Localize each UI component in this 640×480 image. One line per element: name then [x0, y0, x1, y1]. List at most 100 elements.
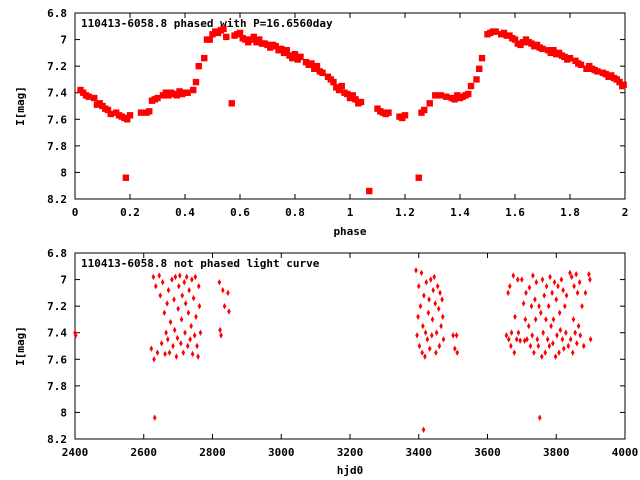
data-point — [154, 94, 161, 102]
data-point — [566, 54, 574, 62]
data-point — [423, 329, 428, 336]
data-point — [531, 272, 535, 279]
data-point — [227, 308, 231, 315]
y-tick-label: 7 — [60, 274, 67, 287]
data-point — [349, 92, 356, 99]
data-point — [250, 33, 257, 41]
data-point — [516, 329, 521, 336]
data-point — [587, 271, 591, 278]
data-point — [554, 296, 559, 303]
data-point — [533, 296, 537, 303]
data-point — [236, 29, 244, 37]
data-point — [441, 336, 446, 343]
data-point — [421, 426, 426, 433]
data-point — [219, 332, 223, 339]
data-point — [193, 273, 198, 281]
data-point — [180, 292, 185, 299]
data-point — [507, 336, 511, 343]
data-point — [107, 110, 114, 118]
data-point — [511, 36, 519, 43]
data-point — [540, 276, 545, 283]
data-point — [330, 78, 337, 86]
data-point — [524, 289, 528, 297]
data-point — [455, 349, 460, 356]
data-point — [478, 54, 486, 62]
data-point — [454, 332, 459, 339]
data-point — [509, 329, 514, 336]
data-point — [421, 106, 428, 114]
data-point — [426, 100, 433, 107]
data-point — [508, 283, 512, 290]
data-point — [174, 353, 179, 360]
data-point — [184, 89, 191, 96]
data-point — [335, 86, 343, 94]
data-point — [401, 112, 409, 119]
data-point — [534, 279, 539, 286]
x-tick-label: 1.2 — [395, 206, 415, 219]
x-tick-label: 0.8 — [285, 206, 305, 219]
data-point — [195, 342, 199, 350]
y-axis-label: I[mag] — [14, 326, 27, 366]
data-point — [434, 329, 439, 336]
data-point — [550, 47, 557, 54]
data-point — [529, 302, 534, 310]
data-point — [289, 54, 296, 62]
data-point — [153, 283, 158, 290]
data-point — [557, 349, 561, 356]
data-point — [421, 322, 425, 330]
x-tick-label: 0 — [72, 206, 79, 219]
data-point — [416, 313, 420, 320]
data-point — [506, 289, 510, 297]
data-point — [430, 332, 434, 339]
x-tick-label: 2400 — [62, 446, 89, 459]
data-point — [438, 289, 442, 297]
data-point — [185, 342, 190, 350]
x-tick-label: 3800 — [543, 446, 570, 459]
data-point — [152, 356, 156, 363]
x-tick-label: 4000 — [612, 446, 639, 459]
x-tick-label: 1.6 — [505, 206, 525, 219]
data-point — [137, 109, 145, 116]
data-point — [228, 100, 235, 107]
data-point — [558, 326, 563, 334]
data-point — [182, 279, 187, 286]
data-point — [272, 43, 279, 50]
data-point — [173, 273, 178, 281]
data-point — [568, 269, 572, 277]
data-point — [420, 349, 424, 356]
data-point — [222, 302, 227, 310]
data-point — [163, 350, 167, 358]
data-point — [537, 302, 541, 310]
data-point — [576, 322, 581, 330]
data-point — [547, 342, 552, 350]
data-point — [564, 292, 569, 299]
y-tick-label: 7 — [60, 34, 67, 47]
data-point — [157, 272, 162, 279]
data-point — [578, 332, 583, 339]
data-point — [504, 332, 509, 339]
data-point — [385, 109, 392, 116]
y-tick-label: 8 — [60, 166, 67, 179]
data-point — [417, 342, 422, 350]
data-point — [179, 316, 184, 323]
data-point — [436, 305, 441, 312]
data-point — [548, 273, 552, 281]
data-point — [313, 62, 321, 70]
data-point — [451, 332, 455, 339]
x-axis-label: hjd0 — [337, 464, 364, 477]
y-tick-label: 7.8 — [47, 140, 67, 153]
data-point — [424, 279, 429, 286]
data-point — [338, 82, 345, 90]
x-tick-label: 1.4 — [450, 206, 470, 219]
data-point — [190, 276, 194, 283]
data-point — [196, 283, 201, 290]
data-point — [535, 336, 540, 343]
data-point — [124, 116, 131, 123]
data-point — [175, 334, 180, 342]
data-point — [186, 309, 191, 316]
data-point — [518, 337, 522, 344]
data-point — [430, 316, 435, 323]
data-point — [431, 287, 435, 294]
data-point — [297, 53, 304, 61]
